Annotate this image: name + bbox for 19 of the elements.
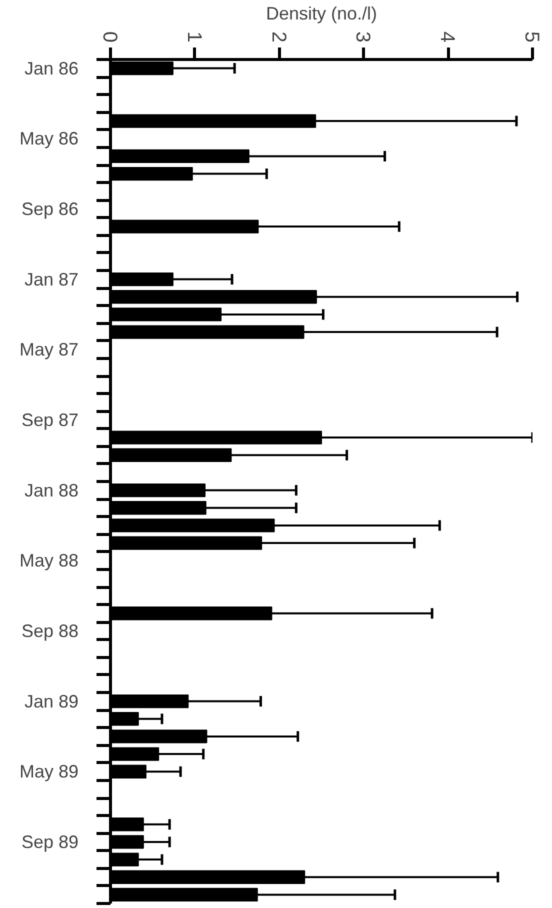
y-tick-label: Sep 89 [21, 832, 79, 852]
y-tick-label: May 87 [19, 340, 79, 360]
x-axis-title: Density (no./l) [266, 3, 378, 24]
y-tick-label: Jan 87 [24, 269, 79, 290]
y-tick-label: Sep 88 [21, 620, 79, 641]
y-tick-label: May 86 [19, 128, 79, 149]
x-tick-label: 2 [267, 31, 290, 42]
y-tick-label: Sep 86 [21, 198, 79, 219]
y-tick-label: Jan 86 [24, 58, 79, 78]
x-tick-label: 3 [352, 31, 374, 42]
y-tick-label: Jan 89 [24, 691, 79, 712]
x-tick-label: 1 [182, 31, 205, 42]
x-tick-label: 0 [98, 31, 120, 42]
x-tick-label: 5 [520, 31, 542, 42]
y-tick-label: May 88 [19, 550, 79, 571]
x-tick-label: 4 [436, 31, 458, 42]
y-tick-label: Jan 88 [24, 480, 79, 500]
y-tick-label: Sep 87 [21, 410, 79, 430]
y-tick-label: May 89 [19, 762, 79, 782]
